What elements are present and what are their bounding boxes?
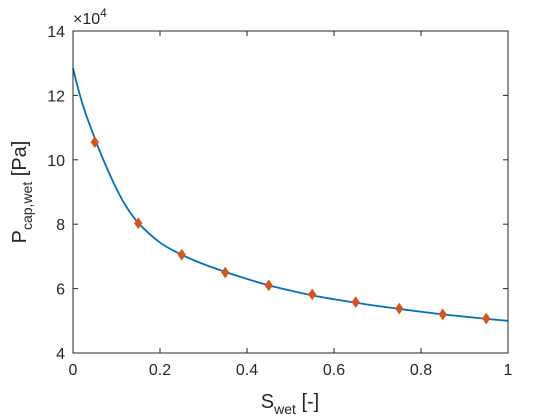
data-point-marker [308,288,317,301]
y-exponent-label: ×104 [73,6,107,28]
data-point-marker [438,308,447,321]
x-axis-label: Swet [-] [261,391,319,417]
plot-background [73,31,508,353]
series-line-0 [72,67,509,322]
y-axis-label: Pcap,wet [Pa] [9,141,35,244]
data-point-marker [177,248,186,261]
y-tick-label: 8 [56,217,65,234]
data-point-marker [134,217,143,230]
data-point-marker [90,136,99,148]
axes-box [72,30,509,354]
series-layer [72,67,509,325]
y-tick-label: 12 [47,88,65,105]
y-tick-label: 14 [47,24,65,41]
y-tick-label: 4 [56,346,65,363]
x-tick-label: 0.2 [149,362,171,379]
data-point-marker [264,279,273,292]
x-tick-label: 0.8 [410,362,432,379]
x-tick-label: 1 [504,362,513,379]
data-point-marker [395,302,404,315]
data-point-marker [221,266,230,279]
y-tick-label: 10 [47,153,65,170]
data-point-marker [482,312,491,325]
y-tick-label: 6 [56,282,65,299]
x-tick-label: 0.4 [236,362,258,379]
data-point-marker [351,296,360,308]
x-tick-label: 0.6 [323,362,345,379]
axes-layer [72,30,509,354]
x-tick-label: 0 [69,362,78,379]
